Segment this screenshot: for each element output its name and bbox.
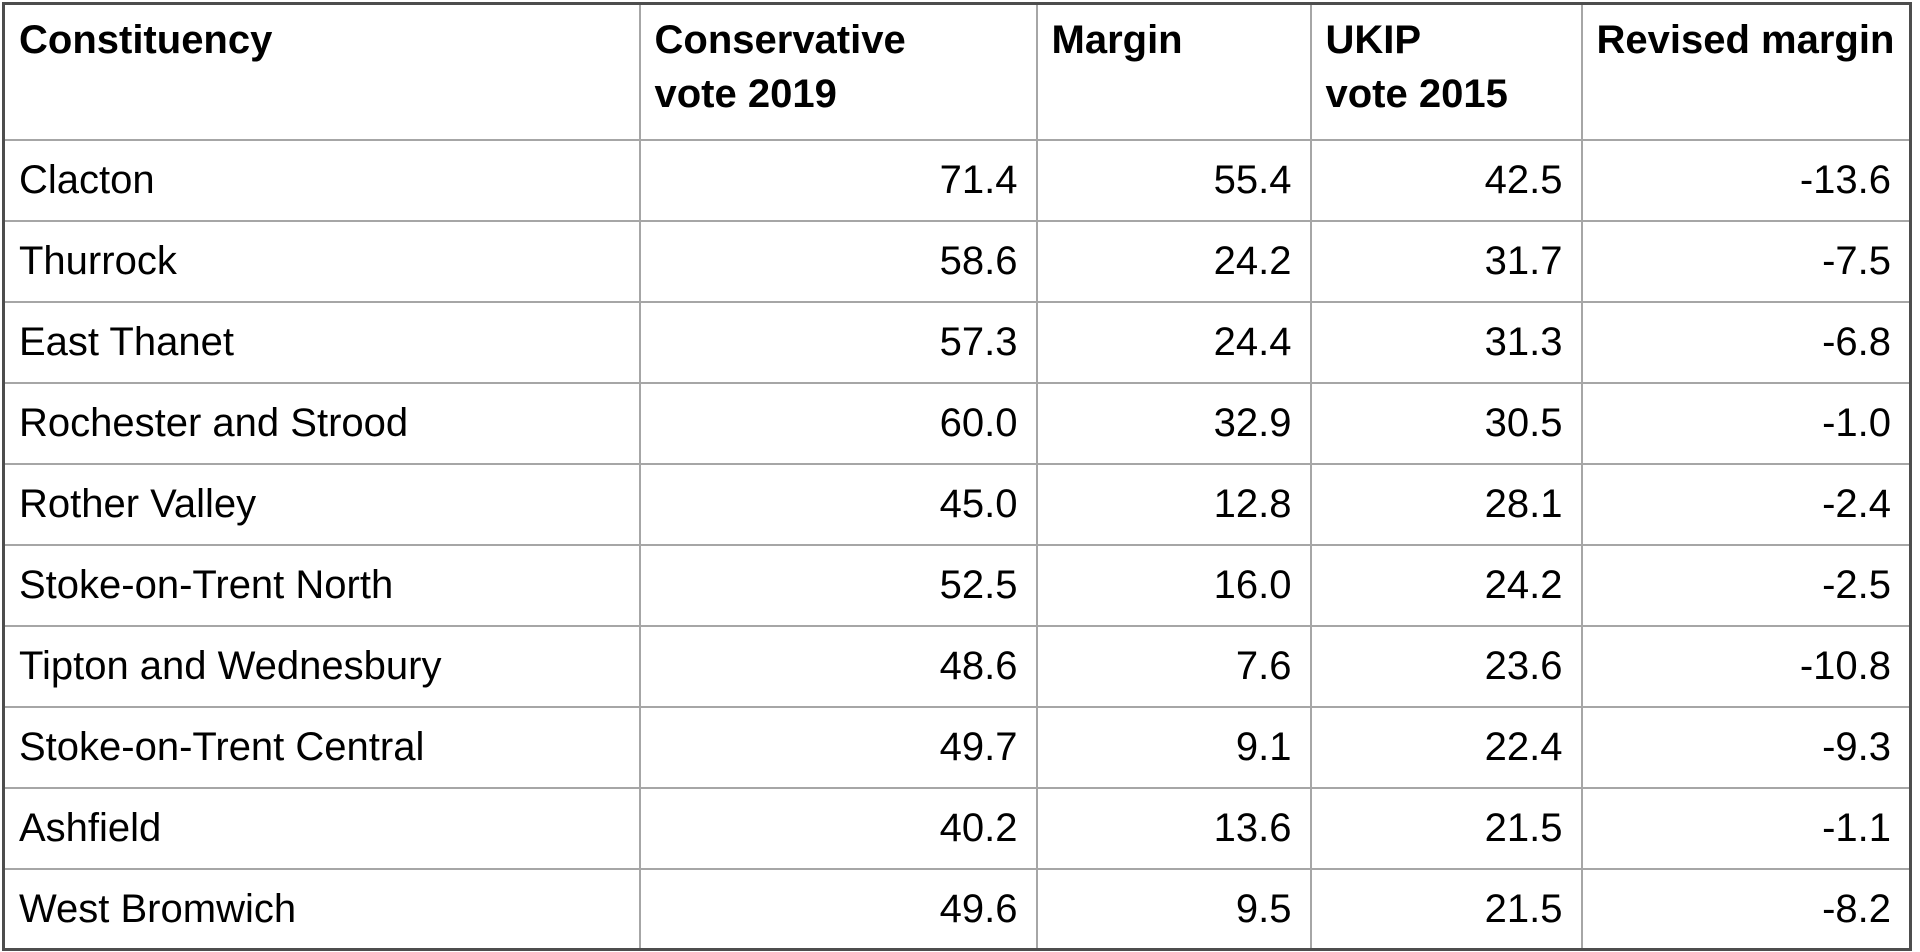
ukip-vote-cell: 31.7 <box>1309 219 1583 303</box>
table-row: Tipton and Wednesbury 48.6 7.6 23.6 -10.… <box>2 624 1912 708</box>
revised-margin-cell: -13.6 <box>1580 138 1912 222</box>
revised-margin-cell: -1.1 <box>1580 786 1912 870</box>
table-row: East Thanet 57.3 24.4 31.3 -6.8 <box>2 300 1912 384</box>
margin-cell: 7.6 <box>1035 624 1312 708</box>
con-vote-cell: 52.5 <box>638 543 1038 627</box>
table-row: Stoke-on-Trent North 52.5 16.0 24.2 -2.5 <box>2 543 1912 627</box>
revised-margin-cell: -9.3 <box>1580 705 1912 789</box>
constituency-cell: Stoke-on-Trent North <box>2 543 641 627</box>
header-label: Revised margin <box>1596 18 1895 62</box>
ukip-vote-cell: 21.5 <box>1309 786 1583 870</box>
constituency-cell: Ashfield <box>2 786 641 870</box>
header-conservative-vote-2019: Conservative vote 2019 <box>638 2 1038 141</box>
ukip-vote-cell: 21.5 <box>1309 867 1583 951</box>
header-ukip-vote-2015: UKIP vote 2015 <box>1309 2 1583 141</box>
table-row: Rochester and Strood 60.0 32.9 30.5 -1.0 <box>2 381 1912 465</box>
revised-margin-cell: -1.0 <box>1580 381 1912 465</box>
table-row: Ashfield 40.2 13.6 21.5 -1.1 <box>2 786 1912 870</box>
header-label: Constituency <box>19 18 273 62</box>
con-vote-cell: 40.2 <box>638 786 1038 870</box>
margin-cell: 24.4 <box>1035 300 1312 384</box>
constituency-cell: West Bromwich <box>2 867 641 951</box>
margin-cell: 16.0 <box>1035 543 1312 627</box>
header-row: Constituency Conservative vote 2019 Marg… <box>2 2 1912 141</box>
constituency-cell: Clacton <box>2 138 641 222</box>
con-vote-cell: 57.3 <box>638 300 1038 384</box>
con-vote-cell: 49.6 <box>638 867 1038 951</box>
table-row: Clacton 71.4 55.4 42.5 -13.6 <box>2 138 1912 222</box>
margin-cell: 55.4 <box>1035 138 1312 222</box>
constituency-cell: Stoke-on-Trent Central <box>2 705 641 789</box>
ukip-vote-cell: 22.4 <box>1309 705 1583 789</box>
revised-margin-cell: -6.8 <box>1580 300 1912 384</box>
con-vote-cell: 58.6 <box>638 219 1038 303</box>
margin-cell: 12.8 <box>1035 462 1312 546</box>
header-label: Margin <box>1051 18 1183 62</box>
con-vote-cell: 48.6 <box>638 624 1038 708</box>
ukip-vote-cell: 23.6 <box>1309 624 1583 708</box>
table-row: Thurrock 58.6 24.2 31.7 -7.5 <box>2 219 1912 303</box>
ukip-vote-cell: 30.5 <box>1309 381 1583 465</box>
revised-margin-cell: -2.4 <box>1580 462 1912 546</box>
constituency-cell: Rother Valley <box>2 462 641 546</box>
con-vote-cell: 45.0 <box>638 462 1038 546</box>
con-vote-cell: 49.7 <box>638 705 1038 789</box>
constituency-cell: Rochester and Strood <box>2 381 641 465</box>
revised-margin-cell: -10.8 <box>1580 624 1912 708</box>
margin-cell: 13.6 <box>1035 786 1312 870</box>
table-header: Constituency Conservative vote 2019 Marg… <box>2 2 1912 141</box>
table-body: Clacton 71.4 55.4 42.5 -13.6 Thurrock 58… <box>2 138 1912 951</box>
header-label: vote 2015 <box>1325 72 1508 116</box>
header-label: Conservative <box>654 18 906 62</box>
margin-cell: 32.9 <box>1035 381 1312 465</box>
table-row: Rother Valley 45.0 12.8 28.1 -2.4 <box>2 462 1912 546</box>
ukip-vote-cell: 28.1 <box>1309 462 1583 546</box>
header-label: UKIP <box>1325 18 1422 62</box>
con-vote-cell: 71.4 <box>638 138 1038 222</box>
revised-margin-cell: -8.2 <box>1580 867 1912 951</box>
con-vote-cell: 60.0 <box>638 381 1038 465</box>
constituency-cell: East Thanet <box>2 300 641 384</box>
table-row: Stoke-on-Trent Central 49.7 9.1 22.4 -9.… <box>2 705 1912 789</box>
constituency-cell: Thurrock <box>2 219 641 303</box>
header-label: vote 2019 <box>654 72 837 116</box>
margin-cell: 9.1 <box>1035 705 1312 789</box>
table-row: West Bromwich 49.6 9.5 21.5 -8.2 <box>2 867 1912 951</box>
ukip-vote-cell: 24.2 <box>1309 543 1583 627</box>
ukip-vote-cell: 31.3 <box>1309 300 1583 384</box>
margin-cell: 24.2 <box>1035 219 1312 303</box>
revised-margin-cell: -7.5 <box>1580 219 1912 303</box>
ukip-vote-cell: 42.5 <box>1309 138 1583 222</box>
header-revised-margin: Revised margin <box>1580 2 1912 141</box>
header-margin: Margin <box>1035 2 1312 141</box>
margin-cell: 9.5 <box>1035 867 1312 951</box>
constituency-cell: Tipton and Wednesbury <box>2 624 641 708</box>
revised-margin-cell: -2.5 <box>1580 543 1912 627</box>
header-constituency: Constituency <box>2 2 641 141</box>
